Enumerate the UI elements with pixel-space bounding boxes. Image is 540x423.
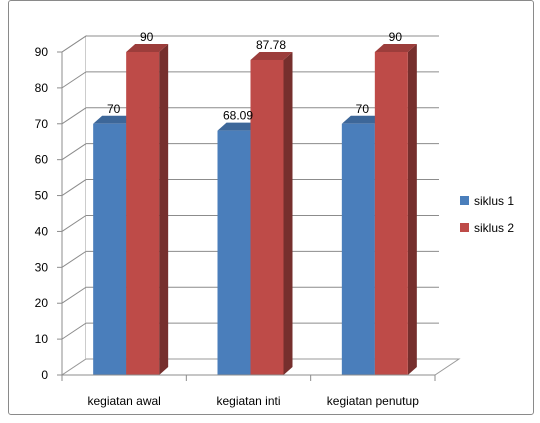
data-labels: 70 90 68.09 87.78 70 90 xyxy=(107,30,402,123)
data-label: 90 xyxy=(140,30,154,44)
x-tick-label: kegiatan inti xyxy=(216,394,280,408)
bar-top xyxy=(126,44,169,52)
bar-front xyxy=(341,123,375,376)
bar-top xyxy=(374,44,417,52)
gridline xyxy=(61,143,439,161)
legend-label: siklus 1 xyxy=(474,194,514,208)
gridline xyxy=(61,35,439,53)
gridline xyxy=(61,179,439,196)
y-tick-label: 80 xyxy=(35,81,49,95)
x-tick-label: kegiatan penutup xyxy=(327,394,419,408)
gridlines xyxy=(61,35,439,340)
y-tick-label: 20 xyxy=(35,296,49,310)
y-tick-label: 10 xyxy=(35,332,49,346)
y-tick-label: 40 xyxy=(35,224,49,238)
legend-swatch xyxy=(460,196,469,205)
bar-side xyxy=(159,44,169,375)
x-axis: kegiatan awal kegiatan inti kegiatan penut… xyxy=(61,374,436,408)
y-tick-label: 90 xyxy=(35,45,49,59)
gridline xyxy=(61,250,439,268)
data-label: 87.78 xyxy=(256,38,286,52)
bar-top xyxy=(217,122,260,131)
bar-top xyxy=(250,51,293,60)
legend: siklus 1 siklus 2 xyxy=(460,194,514,235)
data-label: 70 xyxy=(107,102,121,116)
bar-front xyxy=(126,52,160,375)
bar-siklus-2-kegiatan-penutup xyxy=(374,44,417,375)
x-tick-label: kegiatan awal xyxy=(87,394,160,408)
bars xyxy=(93,44,417,376)
bar-front xyxy=(217,130,251,375)
bar-front xyxy=(374,52,408,375)
gridline xyxy=(61,214,439,232)
y-axis-ticks: 0 10 20 30 40 50 60 70 80 90 xyxy=(35,45,63,382)
y-tick-label: 0 xyxy=(41,368,48,382)
bar-side xyxy=(407,44,417,375)
bar-top xyxy=(341,115,384,124)
y-tick-label: 30 xyxy=(35,260,49,274)
y-tick-label: 60 xyxy=(35,153,49,167)
gridline xyxy=(61,322,439,340)
bar-side xyxy=(283,51,293,375)
bar-siklus-2-kegiatan-inti xyxy=(250,51,293,375)
gridline xyxy=(61,107,439,125)
gridline xyxy=(61,71,439,89)
bar-front xyxy=(93,123,127,376)
y-tick-label: 50 xyxy=(35,189,49,203)
legend-swatch xyxy=(460,223,469,232)
gridline xyxy=(61,286,439,304)
bar-siklus-2-kegiatan-awal xyxy=(126,44,169,375)
y-tick-label: 70 xyxy=(35,117,49,131)
bar-top xyxy=(93,115,136,124)
bar-front xyxy=(250,59,284,375)
data-label: 70 xyxy=(356,102,370,116)
legend-label: siklus 2 xyxy=(474,221,514,235)
data-label: 68.09 xyxy=(223,109,253,123)
data-label: 90 xyxy=(389,30,403,44)
side-wall xyxy=(61,35,87,376)
